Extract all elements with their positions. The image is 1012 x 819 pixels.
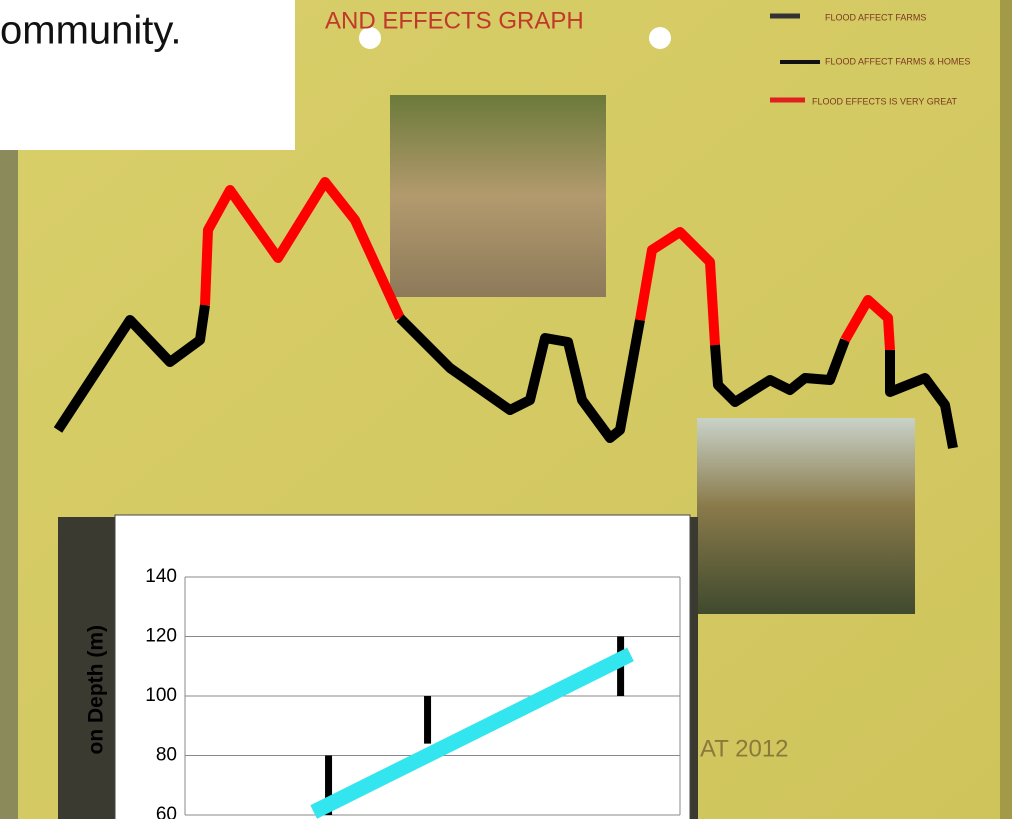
legend-text: FLOOD AFFECT FARMS: [825, 12, 926, 22]
y-tick-label: 140: [145, 566, 177, 587]
y-tick-label: 60: [156, 804, 177, 819]
y-tick-label: 100: [145, 685, 177, 706]
caption-text: ommunity.: [0, 9, 182, 53]
photo: [697, 418, 915, 614]
y-axis-label: on Depth (m): [85, 625, 108, 754]
legend-text: FLOOD EFFECTS IS VERY GREAT: [812, 96, 958, 106]
legend-text: FLOOD AFFECT FARMS & HOMES: [825, 56, 970, 66]
poster-title: AND EFFECTS GRAPH: [325, 7, 584, 34]
pin-hole: [649, 27, 671, 49]
poster-edge: [1000, 0, 1012, 819]
y-tick-label: 120: [145, 626, 177, 647]
slide: AND EFFECTS GRAPH FLOOD AFFECT FARMS FLO…: [0, 0, 1012, 819]
y-tick-label: 80: [156, 745, 177, 766]
photo: [390, 95, 606, 297]
poster-edge: [0, 140, 18, 819]
poster-footer: AT 2012: [700, 735, 789, 762]
